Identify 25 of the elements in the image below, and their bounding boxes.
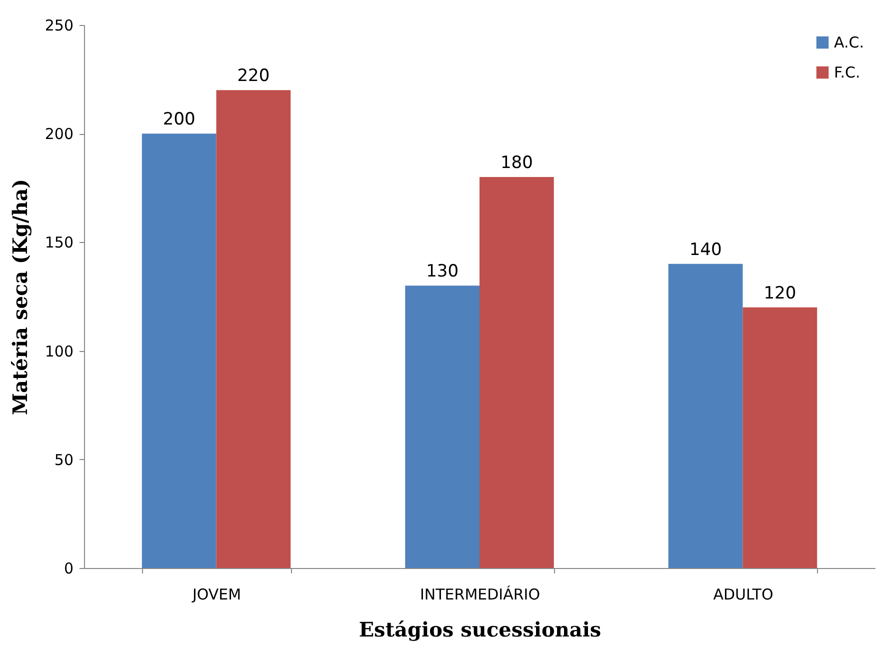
y-tick-label: 250: [44, 16, 74, 34]
data-label: 220: [237, 66, 270, 86]
legend-label: A.C.: [834, 34, 864, 52]
bar: [405, 286, 480, 568]
bar: [668, 264, 743, 568]
data-label: 180: [500, 153, 533, 174]
y-tick-label: 0: [64, 560, 74, 578]
x-tick-label: ADULTO: [713, 586, 774, 604]
bar: [742, 307, 818, 568]
data-label: 200: [162, 110, 196, 130]
bar: [142, 134, 216, 568]
y-tick-label: 150: [44, 234, 74, 252]
bar: [216, 90, 291, 568]
y-tick-label: 100: [44, 342, 74, 360]
data-label: 130: [426, 262, 459, 282]
y-axis-title: Matéria seca (Kg/ha): [8, 178, 32, 416]
y-tick-label: 50: [54, 450, 74, 469]
data-label: 120: [764, 283, 796, 304]
data-label: 140: [689, 240, 722, 260]
x-tick-label: JOVEM: [191, 586, 242, 604]
x-axis-title: Estágios sucessionais: [358, 618, 602, 642]
x-tick-label: INTERMEDIÁRIO: [420, 586, 540, 604]
legend-label: F.C.: [834, 64, 860, 82]
y-tick-label: 200: [44, 125, 74, 144]
bar: [480, 177, 554, 568]
